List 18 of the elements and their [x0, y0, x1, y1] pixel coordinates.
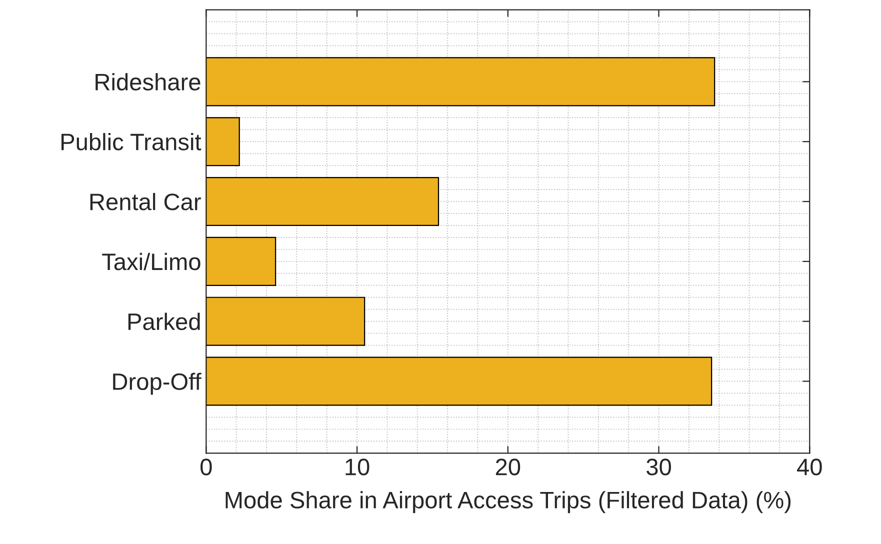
y-tick-label: Taxi/Limo [102, 252, 200, 270]
bar [206, 117, 240, 166]
bar [206, 356, 712, 406]
bar [206, 296, 366, 346]
y-tick-label: Parked [128, 312, 200, 330]
x-tick-label: 10 [346, 458, 370, 476]
bar [206, 57, 716, 106]
x-tick-label: 30 [646, 458, 671, 476]
y-tick-label: Rental Car [90, 192, 201, 210]
x-tick-label: 40 [797, 458, 822, 476]
x-tick-label: 20 [496, 458, 520, 476]
bar [206, 236, 276, 286]
x-tick-label: 0 [200, 458, 212, 476]
x-axis-title: Mode Share in Airport Access Trips (Filtered Data) (%) [226, 491, 791, 514]
bar [206, 176, 440, 226]
y-tick-label: Drop-Off [113, 372, 202, 395]
y-tick-label: Rideshare [96, 73, 200, 90]
y-tick-label: Public Transit [62, 133, 202, 150]
